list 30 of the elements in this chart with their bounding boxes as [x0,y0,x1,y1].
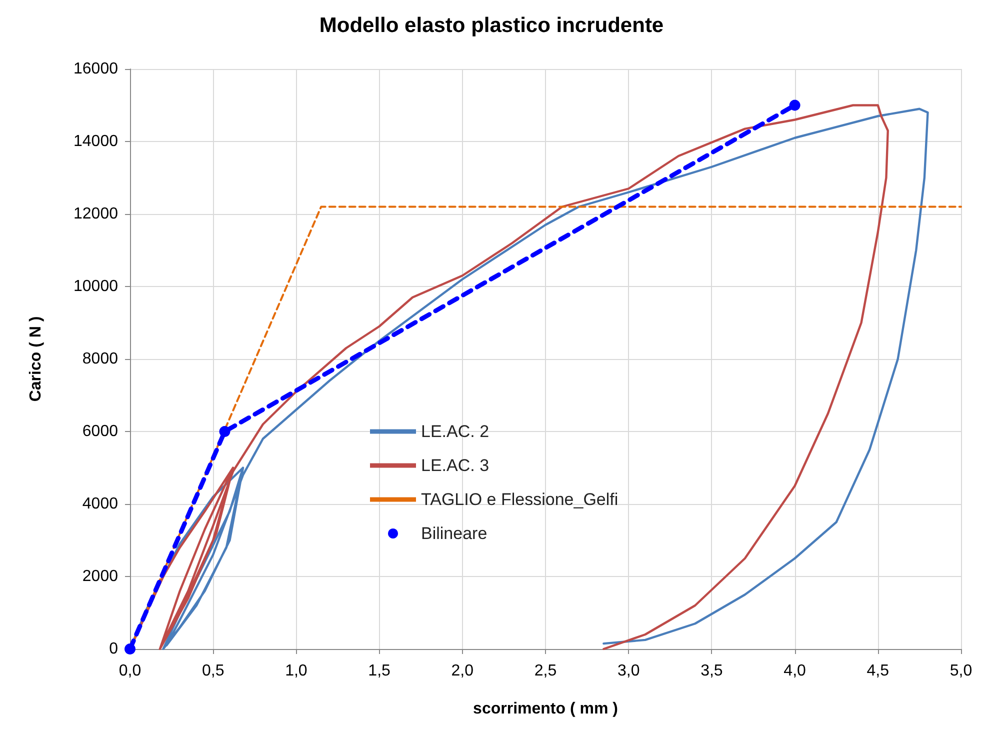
x-tick-label: 3,0 [617,662,640,680]
x-tick-label: 4,5 [866,662,890,680]
x-tick-label: 5,0 [950,662,972,680]
y-tick-label: 8000 [82,350,118,368]
point [789,100,800,111]
point [124,644,136,654]
y-tick-label: 0 [109,640,118,658]
x-tick-label: 2,0 [451,662,474,680]
x-tick-label: 1,0 [285,662,308,680]
legend-label: LE.AC. 3 [421,456,490,475]
legend-label: LE.AC. 2 [421,422,490,441]
x-tick-label: 3,5 [700,662,723,680]
y-tick-label: 2000 [82,568,118,585]
y-tick-label: 4000 [82,496,118,512]
y-tick-label: 14000 [74,133,118,150]
y-tick-label: 6000 [82,423,118,440]
x-tick-label: 1,5 [368,662,391,680]
chart-title: Modello elasto plastico incrudente [319,14,664,37]
x-axis-title: scorrimento ( mm ) [473,700,618,718]
legend-label: TAGLIO e Flessione_Gelfi [421,490,618,509]
x-tick-label: 2,5 [534,662,557,680]
x-tick-label: 4,0 [784,662,806,680]
y-axis-title: Carico ( N ) [28,316,44,402]
legend-label: Bilineare [421,524,488,543]
y-tick-label: 12000 [74,206,118,222]
y-tick-label: 10000 [74,278,118,295]
y-tick-label: 16000 [74,60,118,78]
x-tick-label: 0,5 [202,662,224,680]
point [219,426,230,437]
x-tick-label: 0,0 [118,662,142,680]
